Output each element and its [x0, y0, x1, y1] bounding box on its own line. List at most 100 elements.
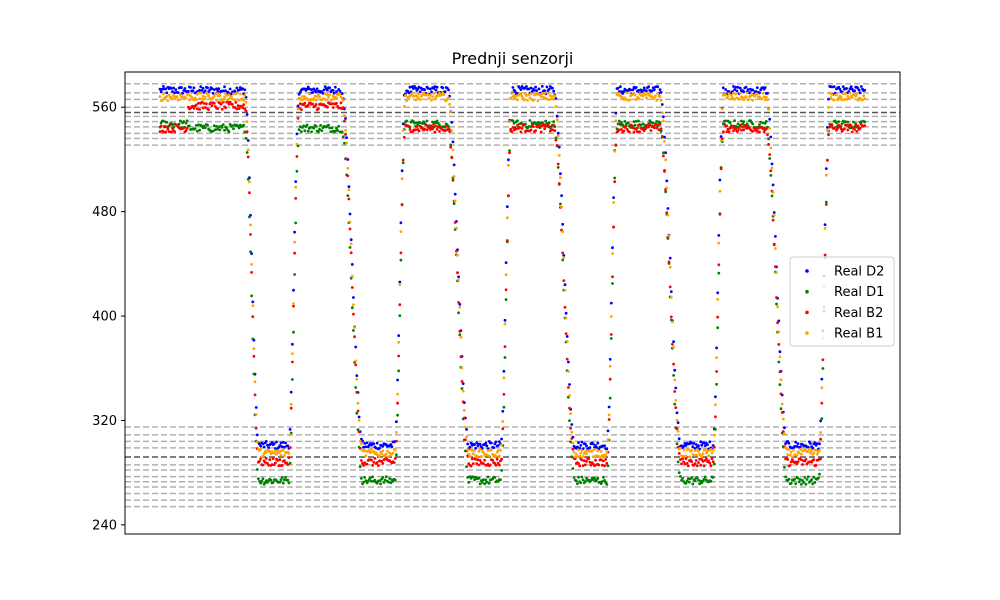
- data-point: [732, 85, 735, 88]
- data-point: [697, 444, 700, 448]
- data-point: [317, 92, 320, 96]
- data-point: [269, 452, 273, 456]
- data-point: [663, 140, 666, 143]
- data-point: [839, 95, 843, 99]
- data-point: [682, 448, 686, 452]
- data-point: [274, 449, 277, 453]
- data-point: [744, 124, 748, 127]
- data-point: [192, 107, 196, 110]
- data-point: [314, 124, 318, 128]
- data-point: [212, 101, 216, 105]
- data-point: [160, 99, 164, 102]
- data-point: [844, 92, 847, 96]
- data-point: [354, 386, 358, 389]
- data-point: [777, 330, 781, 334]
- data-point: [400, 203, 404, 207]
- data-point: [612, 196, 615, 200]
- data-point: [738, 86, 742, 90]
- data-point: [832, 98, 836, 102]
- data-point: [672, 374, 675, 377]
- data-point: [611, 252, 614, 255]
- data-point: [795, 453, 799, 457]
- data-point: [354, 363, 358, 367]
- data-point: [751, 130, 755, 133]
- data-point: [398, 280, 402, 284]
- data-point: [245, 113, 249, 116]
- data-point: [742, 120, 746, 124]
- data-point: [470, 457, 474, 461]
- data-point: [177, 122, 181, 126]
- data-point: [636, 130, 639, 134]
- data-point: [478, 459, 482, 462]
- data-point: [565, 339, 569, 343]
- data-point: [716, 291, 720, 295]
- data-point: [283, 459, 286, 463]
- data-point: [615, 127, 619, 131]
- data-point: [710, 457, 714, 461]
- data-point: [800, 483, 803, 486]
- data-point: [858, 91, 862, 95]
- data-point: [837, 120, 841, 123]
- data-point: [853, 89, 856, 93]
- data-point: [490, 448, 493, 452]
- data-point: [813, 481, 817, 484]
- data-point: [572, 476, 576, 479]
- data-point: [603, 479, 606, 482]
- data-point: [718, 178, 722, 182]
- data-point: [211, 129, 215, 133]
- data-point: [202, 102, 206, 105]
- data-point: [622, 129, 626, 133]
- series-real-d2: [158, 85, 867, 451]
- data-point: [330, 102, 334, 106]
- data-point: [495, 457, 499, 461]
- data-point: [630, 124, 634, 127]
- data-point: [551, 86, 554, 90]
- data-point: [787, 448, 791, 451]
- data-point: [683, 462, 687, 466]
- data-point: [499, 448, 502, 452]
- data-point: [776, 321, 779, 325]
- data-point: [254, 426, 258, 430]
- data-point: [564, 332, 568, 335]
- data-point: [291, 360, 294, 364]
- data-point: [502, 405, 506, 409]
- data-point: [690, 460, 694, 464]
- data-point: [591, 442, 595, 446]
- data-point: [431, 127, 434, 131]
- data-point: [467, 452, 471, 456]
- data-point: [645, 89, 648, 93]
- data-point: [769, 146, 773, 150]
- data-point: [638, 130, 641, 134]
- data-point: [288, 446, 292, 449]
- data-point: [540, 92, 544, 96]
- data-point: [318, 95, 321, 99]
- data-point: [395, 439, 398, 443]
- data-point: [849, 124, 853, 128]
- data-point: [393, 457, 397, 460]
- data-point: [341, 99, 345, 102]
- data-point: [451, 140, 455, 144]
- data-point: [641, 122, 645, 126]
- data-point: [844, 120, 847, 123]
- data-point: [563, 305, 567, 309]
- data-point: [278, 450, 282, 453]
- data-point: [317, 107, 320, 111]
- data-point: [198, 88, 202, 92]
- data-point: [582, 459, 586, 463]
- data-point: [609, 301, 613, 305]
- data-point: [843, 98, 846, 101]
- data-point: [355, 390, 359, 394]
- data-point: [478, 442, 482, 446]
- data-point: [649, 121, 653, 124]
- data-point: [611, 275, 614, 279]
- data-point: [823, 227, 827, 230]
- data-point: [567, 360, 570, 364]
- data-point: [243, 130, 247, 134]
- data-point: [697, 461, 700, 464]
- data-points: [158, 85, 867, 486]
- data-point: [205, 102, 208, 106]
- data-point: [665, 211, 669, 215]
- data-point: [278, 480, 282, 484]
- data-point: [652, 96, 656, 100]
- data-point: [777, 360, 781, 364]
